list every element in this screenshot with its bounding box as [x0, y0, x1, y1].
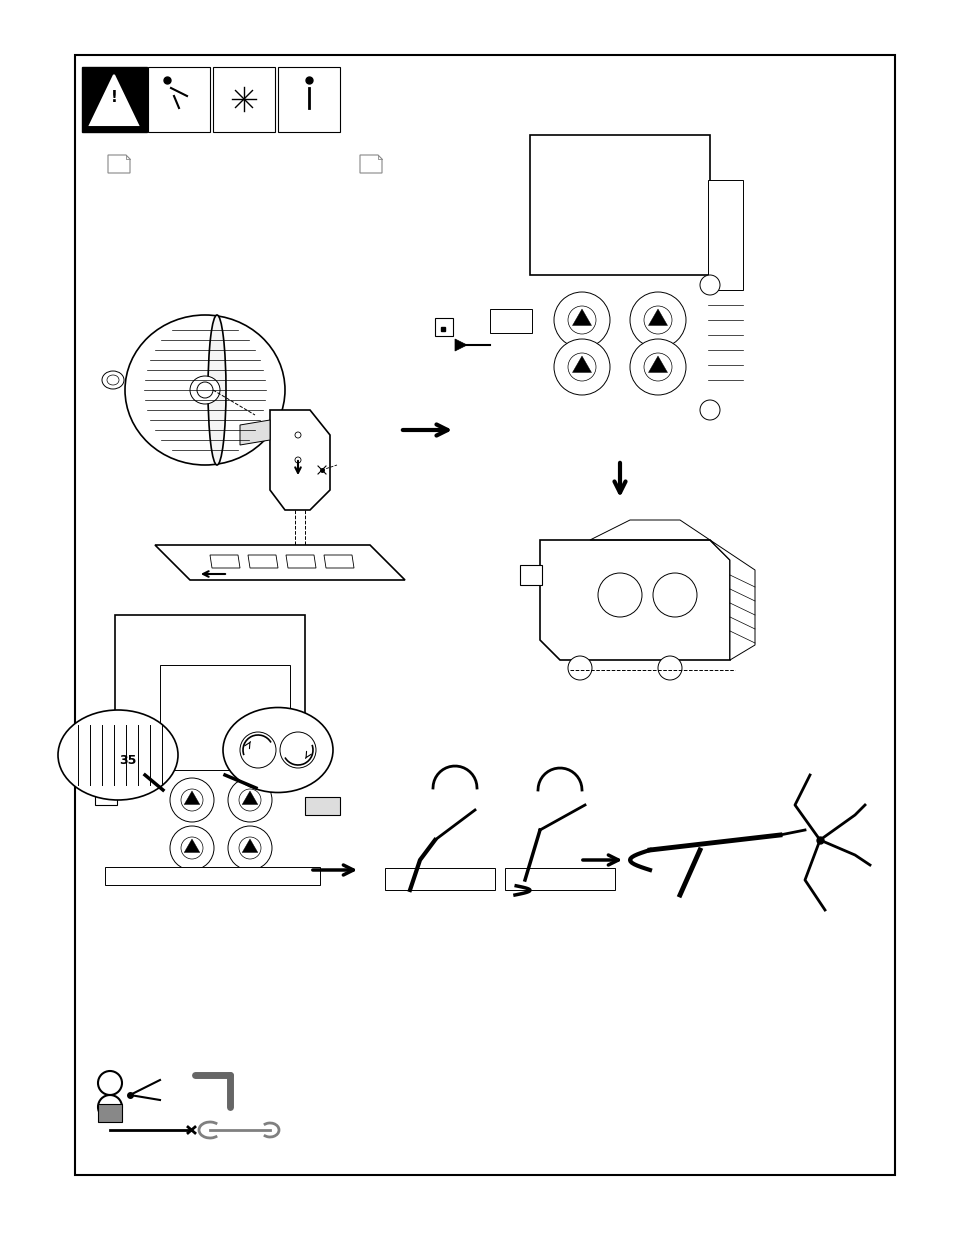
Polygon shape [90, 75, 138, 125]
Bar [115, 615, 305, 750]
Circle shape [567, 306, 596, 333]
Circle shape [196, 382, 213, 398]
Polygon shape [572, 309, 591, 326]
Polygon shape [286, 555, 315, 568]
Circle shape [239, 789, 261, 811]
Ellipse shape [190, 375, 220, 404]
Bar [305, 797, 339, 815]
Circle shape [700, 275, 720, 295]
Bar [213, 67, 274, 132]
Bar [490, 309, 532, 333]
Bar [95, 785, 117, 805]
Circle shape [629, 338, 685, 395]
Circle shape [554, 291, 609, 348]
Bar [504, 868, 615, 890]
Bar [160, 664, 290, 769]
Text: 35: 35 [119, 753, 136, 767]
Circle shape [181, 837, 203, 860]
Polygon shape [184, 839, 199, 852]
Circle shape [598, 573, 641, 618]
Polygon shape [242, 790, 257, 804]
Circle shape [554, 338, 609, 395]
Bar [277, 67, 339, 132]
Ellipse shape [125, 315, 285, 466]
Ellipse shape [58, 710, 178, 800]
Polygon shape [240, 420, 270, 445]
Circle shape [228, 826, 272, 869]
Circle shape [280, 732, 315, 768]
Polygon shape [648, 356, 667, 373]
Polygon shape [210, 555, 240, 568]
Text: !: ! [111, 89, 117, 105]
Polygon shape [184, 790, 199, 804]
Bar [148, 67, 210, 132]
Circle shape [170, 826, 213, 869]
Polygon shape [539, 540, 729, 659]
Circle shape [629, 291, 685, 348]
Circle shape [294, 457, 301, 463]
Circle shape [643, 306, 671, 333]
Circle shape [567, 353, 596, 382]
Circle shape [170, 778, 213, 823]
Bar [530, 135, 709, 275]
Bar [98, 1104, 122, 1123]
Polygon shape [324, 555, 354, 568]
Bar [435, 317, 453, 336]
Circle shape [240, 732, 275, 768]
Bar [707, 180, 742, 290]
Polygon shape [242, 839, 257, 852]
Ellipse shape [208, 315, 226, 466]
Circle shape [228, 778, 272, 823]
Circle shape [294, 432, 301, 438]
Circle shape [643, 353, 671, 382]
Circle shape [652, 573, 697, 618]
Polygon shape [572, 356, 591, 373]
Bar [105, 867, 319, 885]
Polygon shape [248, 555, 277, 568]
Bar [519, 564, 541, 585]
Polygon shape [709, 540, 754, 659]
Ellipse shape [223, 708, 333, 793]
Circle shape [700, 400, 720, 420]
Polygon shape [154, 545, 405, 580]
Polygon shape [270, 410, 330, 510]
Polygon shape [648, 309, 667, 326]
Circle shape [181, 789, 203, 811]
Circle shape [567, 656, 592, 680]
Circle shape [658, 656, 681, 680]
Bar [75, 56, 894, 1174]
Circle shape [239, 837, 261, 860]
Bar [385, 868, 495, 890]
Bar [82, 67, 147, 132]
Polygon shape [455, 338, 467, 351]
